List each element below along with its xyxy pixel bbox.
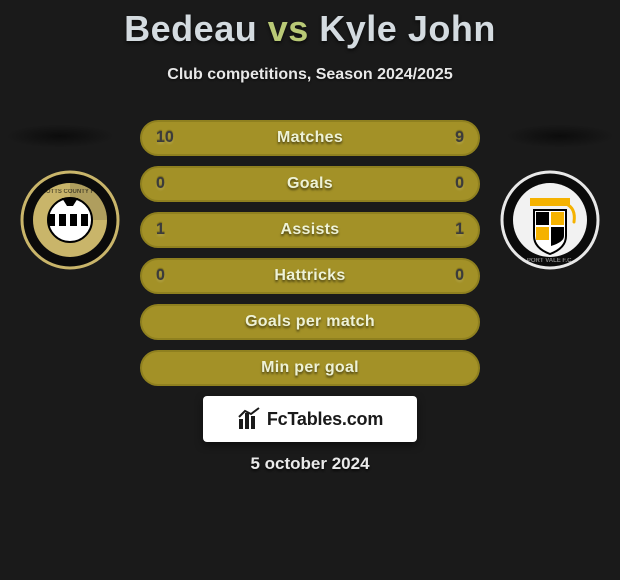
brand-logo-icon xyxy=(237,407,261,431)
stat-label: Goals per match xyxy=(245,313,375,331)
stat-row-goals: 0 Goals 0 xyxy=(140,166,480,202)
stat-label: Hattricks xyxy=(274,267,345,285)
stat-right-value: 1 xyxy=(455,221,464,239)
notts-county-crest: NOTTS COUNTY FC xyxy=(20,170,120,270)
shadow-ellipse-right xyxy=(505,124,615,148)
subtitle: Club competitions, Season 2024/2025 xyxy=(0,66,620,84)
club-crest-right-icon: PORT VALE F.C. xyxy=(500,170,600,270)
stat-label: Min per goal xyxy=(261,359,359,377)
brand-text: FcTables.com xyxy=(267,409,383,430)
stat-right-value: 9 xyxy=(455,129,464,147)
stat-left-value: 0 xyxy=(156,175,165,193)
svg-text:PORT VALE F.C.: PORT VALE F.C. xyxy=(527,258,574,264)
club-crest-left-icon: NOTTS COUNTY FC xyxy=(20,170,120,270)
stat-label: Assists xyxy=(280,221,339,239)
snapshot-date: 5 october 2024 xyxy=(0,454,620,474)
stat-row-min-per-goal: Min per goal xyxy=(140,350,480,386)
stat-right-value: 0 xyxy=(455,267,464,285)
vs-separator: vs xyxy=(268,8,309,49)
stat-label: Goals xyxy=(287,175,333,193)
player1-name: Bedeau xyxy=(124,8,257,49)
comparison-title: Bedeau vs Kyle John xyxy=(0,0,620,50)
player2-name: Kyle John xyxy=(319,8,496,49)
stat-left-value: 1 xyxy=(156,221,165,239)
svg-text:NOTTS COUNTY FC: NOTTS COUNTY FC xyxy=(42,189,100,195)
stat-row-matches: 10 Matches 9 xyxy=(140,120,480,156)
stat-row-hattricks: 0 Hattricks 0 xyxy=(140,258,480,294)
stat-row-assists: 1 Assists 1 xyxy=(140,212,480,248)
stat-right-value: 0 xyxy=(455,175,464,193)
stat-left-value: 0 xyxy=(156,267,165,285)
stat-left-value: 10 xyxy=(156,129,174,147)
shadow-ellipse-left xyxy=(5,124,115,148)
port-vale-crest: PORT VALE F.C. xyxy=(500,170,600,270)
stats-bars: 10 Matches 9 0 Goals 0 1 Assists 1 0 Hat… xyxy=(140,120,480,396)
stat-label: Matches xyxy=(277,129,343,147)
stat-row-goals-per-match: Goals per match xyxy=(140,304,480,340)
brand-badge[interactable]: FcTables.com xyxy=(203,396,417,442)
